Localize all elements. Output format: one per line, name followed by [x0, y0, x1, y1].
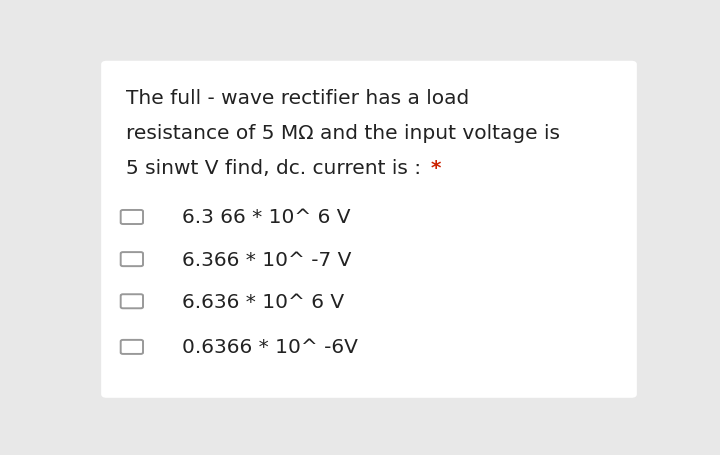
Text: 0.6366 * 10^ -6V: 0.6366 * 10^ -6V [182, 338, 358, 357]
Text: 6.366 * 10^ -7 V: 6.366 * 10^ -7 V [182, 250, 351, 269]
FancyBboxPatch shape [121, 294, 143, 308]
FancyBboxPatch shape [121, 340, 143, 354]
Text: 5 sinwt V find, dc. current is :: 5 sinwt V find, dc. current is : [126, 159, 428, 178]
Text: resistance of 5 MΩ and the input voltage is: resistance of 5 MΩ and the input voltage… [126, 124, 560, 143]
Text: The full - wave rectifier has a load: The full - wave rectifier has a load [126, 89, 469, 108]
Text: 6.3 66 * 10^ 6 V: 6.3 66 * 10^ 6 V [182, 208, 351, 227]
FancyBboxPatch shape [121, 253, 143, 267]
FancyBboxPatch shape [101, 61, 637, 398]
FancyBboxPatch shape [121, 211, 143, 224]
Text: *: * [431, 159, 441, 178]
Text: 6.636 * 10^ 6 V: 6.636 * 10^ 6 V [182, 292, 344, 311]
